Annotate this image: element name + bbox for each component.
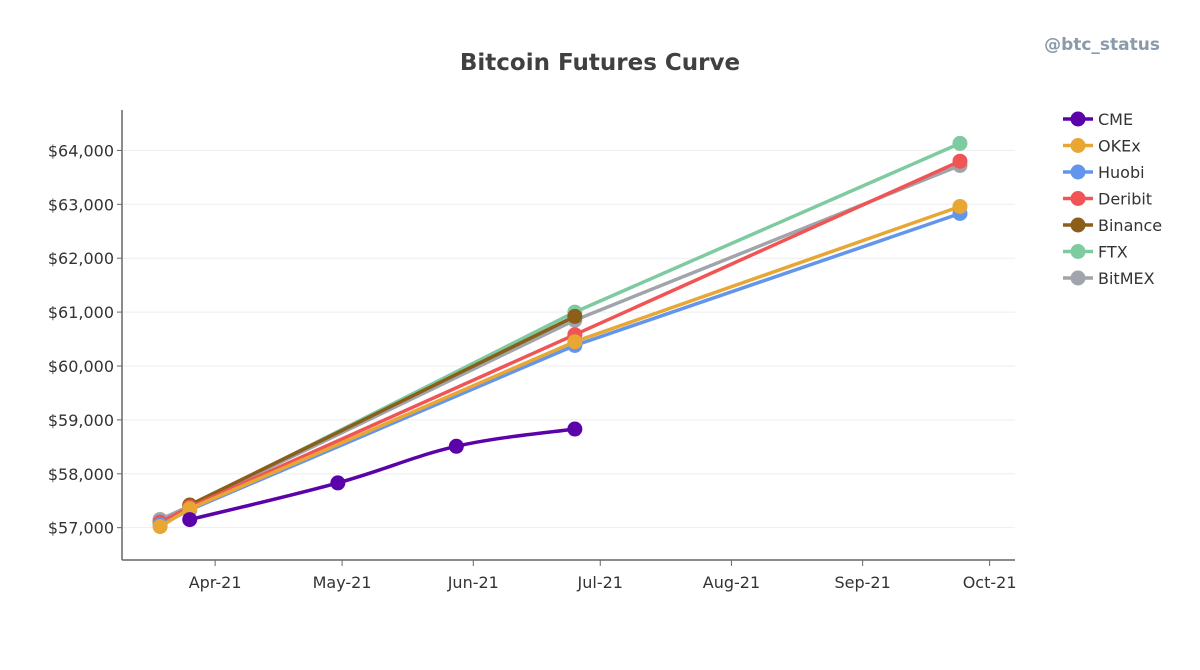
legend-swatch-marker xyxy=(1070,111,1086,127)
y-tick-label: $63,000 xyxy=(48,195,114,214)
legend-label: FTX xyxy=(1098,243,1128,262)
y-tick-label: $57,000 xyxy=(48,519,114,538)
legend-label: Huobi xyxy=(1098,163,1145,182)
data-point-cme xyxy=(448,438,464,454)
x-tick-label: May-21 xyxy=(313,573,372,592)
series-line-deribit xyxy=(158,159,962,525)
x-axis-ticks: Apr-21 May-21 Jun-21 Jul-21 Aug-21 Sep-21 Oct-… xyxy=(189,560,1017,592)
legend-swatch-marker xyxy=(1070,164,1086,180)
data-point-cme xyxy=(330,475,346,491)
y-tick-label: $58,000 xyxy=(48,465,114,484)
y-axis-ticks: $57,000 $58,000 $59,000 $60,000 $61,000 $62,0… xyxy=(48,141,122,538)
data-point-okex xyxy=(182,501,198,517)
legend-swatch-marker xyxy=(1070,191,1086,206)
y-tick-label: $61,000 xyxy=(48,303,114,322)
legend-swatch-marker xyxy=(1070,244,1086,259)
series-line-cme xyxy=(187,427,577,522)
x-tick-label: Sep-21 xyxy=(834,573,890,592)
y-tick-label: $59,000 xyxy=(48,411,114,430)
y-tick-label: $60,000 xyxy=(48,357,114,376)
legend[interactable]: CME OKEx Huobi Deribit Binance FTX BitMEX xyxy=(1063,110,1162,288)
series-line-binance xyxy=(187,314,577,507)
legend-item-bitmex[interactable]: BitMEX xyxy=(1063,269,1155,288)
legend-label: OKEx xyxy=(1098,137,1141,156)
legend-label: Binance xyxy=(1098,216,1162,235)
chart-title: Bitcoin Futures Curve xyxy=(460,50,740,76)
data-point-okex xyxy=(952,198,968,214)
data-point-okex xyxy=(567,334,583,350)
legend-item-binance[interactable]: Binance xyxy=(1063,216,1162,235)
y-tick-label: $64,000 xyxy=(48,141,114,160)
data-point-ftx xyxy=(952,135,968,151)
data-point-binance xyxy=(567,308,583,324)
series-line-okex xyxy=(158,204,962,529)
series-line-huobi xyxy=(158,211,962,527)
legend-label: CME xyxy=(1098,110,1133,129)
legend-swatch-marker xyxy=(1070,270,1086,286)
legend-swatch-marker xyxy=(1070,138,1086,153)
legend-swatch-marker xyxy=(1070,217,1086,233)
x-tick-label: Apr-21 xyxy=(189,573,242,592)
legend-item-okex[interactable]: OKEx xyxy=(1063,137,1141,156)
data-point-deribit xyxy=(952,153,968,169)
axes xyxy=(121,110,1015,561)
x-tick-label: Jun-21 xyxy=(447,573,499,592)
data-point-okex xyxy=(152,519,168,535)
legend-item-deribit[interactable]: Deribit xyxy=(1063,190,1152,209)
series-lines xyxy=(152,135,968,535)
legend-item-cme[interactable]: CME xyxy=(1063,110,1133,129)
data-point-cme xyxy=(567,421,583,437)
x-tick-label: Oct-21 xyxy=(963,573,1017,592)
y-tick-label: $62,000 xyxy=(48,249,114,268)
legend-item-huobi[interactable]: Huobi xyxy=(1063,163,1145,182)
legend-label: BitMEX xyxy=(1098,269,1155,288)
data-point-cme xyxy=(182,512,198,528)
legend-item-ftx[interactable]: FTX xyxy=(1063,243,1128,262)
watermark-handle: @btc_status xyxy=(1044,35,1160,55)
x-tick-label: Jul-21 xyxy=(577,573,623,592)
legend-label: Deribit xyxy=(1098,190,1152,209)
x-tick-label: Aug-21 xyxy=(703,573,760,592)
